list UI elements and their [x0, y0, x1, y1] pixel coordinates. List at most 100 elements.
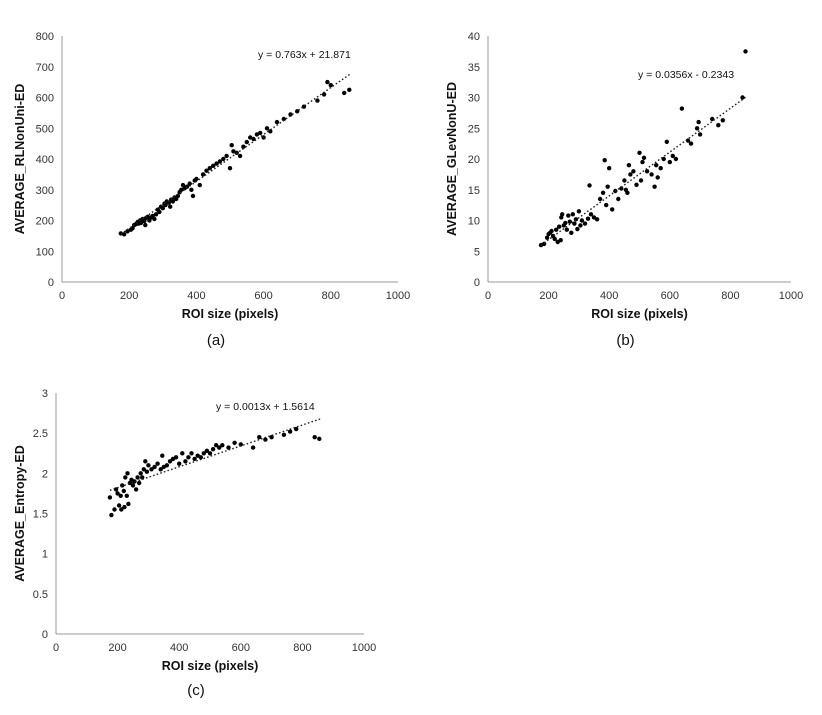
data-point — [667, 159, 672, 165]
data-point — [122, 504, 127, 510]
y-tick-label: 10 — [468, 216, 480, 228]
data-point — [157, 209, 162, 215]
data-point — [194, 176, 199, 182]
data-point — [287, 429, 293, 434]
data-point — [115, 491, 120, 496]
data-point — [664, 139, 669, 144]
data-point — [180, 451, 185, 456]
y-tick-label: 35 — [468, 62, 480, 74]
data-point — [201, 451, 206, 456]
data-point — [227, 166, 233, 171]
data-point — [269, 435, 274, 440]
data-point — [587, 183, 592, 188]
data-point — [696, 119, 701, 125]
data-point — [119, 507, 124, 512]
data-point — [226, 445, 231, 450]
data-point — [189, 187, 194, 192]
data-point — [263, 437, 268, 442]
data-point — [597, 196, 603, 202]
data-point — [190, 193, 196, 199]
y-tick-label: 20 — [468, 154, 480, 166]
x-tick-label: 400 — [170, 642, 188, 654]
data-point — [716, 123, 721, 128]
data-point — [607, 166, 612, 171]
data-point — [214, 443, 219, 448]
data-point — [268, 129, 273, 134]
y-tick-label: 0 — [48, 277, 54, 289]
data-point — [207, 166, 212, 171]
trendline — [120, 72, 352, 235]
data-point — [155, 461, 160, 466]
data-point — [130, 483, 136, 488]
data-point — [575, 226, 580, 232]
data-point — [187, 181, 192, 186]
data-point — [640, 159, 645, 165]
data-point — [200, 172, 206, 177]
data-point — [670, 153, 675, 159]
data-point — [207, 451, 213, 456]
data-point — [124, 493, 129, 498]
data-point — [552, 236, 557, 242]
data-point — [254, 132, 260, 137]
data-point — [164, 463, 170, 468]
data-point — [740, 95, 745, 100]
y-tick-label: 0 — [474, 277, 480, 289]
data-point — [123, 475, 128, 480]
data-point — [631, 169, 636, 174]
data-point — [146, 463, 151, 468]
data-point — [637, 150, 642, 155]
data-point — [688, 141, 694, 146]
data-point — [582, 221, 588, 226]
data-point — [121, 488, 127, 494]
x-tick-label: 1000 — [386, 290, 410, 302]
data-point — [141, 467, 146, 472]
y-tick-label: 200 — [36, 216, 54, 228]
data-point — [258, 130, 263, 136]
data-point — [563, 220, 568, 226]
data-point — [167, 459, 173, 464]
data-point — [743, 49, 748, 54]
data-point — [602, 158, 607, 163]
data-point — [192, 456, 197, 462]
data-point — [625, 190, 630, 195]
data-point — [638, 178, 644, 183]
data-point — [328, 83, 333, 88]
y-tick-label: 0.5 — [33, 589, 48, 601]
panel-caption: (c) — [187, 682, 205, 699]
y-tick-label: 100 — [36, 246, 54, 258]
x-tick-label: 1000 — [352, 642, 376, 654]
data-point — [221, 156, 226, 162]
data-point — [641, 155, 647, 160]
data-point — [210, 447, 216, 452]
data-point — [652, 184, 657, 189]
y-tick-label: 1.5 — [33, 509, 48, 521]
y-tick-label: 2 — [42, 468, 48, 480]
data-point — [143, 222, 148, 228]
data-point — [144, 469, 150, 474]
data-point — [720, 118, 725, 123]
data-point — [217, 445, 222, 450]
chart-panel-3: 0 0.5 1 1.5 2 2.5 3 0 200 400 600 800 1000 ROI size (… — [13, 388, 376, 699]
data-point — [619, 186, 624, 191]
trendline-equation: y = 0.0356x - 0.2343 — [638, 69, 734, 81]
data-point — [118, 493, 123, 498]
data-point — [610, 207, 615, 212]
y-tick-label: 5 — [474, 246, 480, 258]
data-point — [153, 212, 159, 217]
data-point — [152, 216, 157, 222]
data-point — [122, 232, 127, 237]
data-point — [135, 475, 140, 480]
y-tick-label: 0 — [42, 629, 48, 641]
data-point — [231, 149, 236, 154]
data-point — [237, 153, 243, 159]
data-point — [116, 503, 122, 508]
data-point — [274, 119, 280, 125]
data-point — [198, 455, 203, 460]
data-point — [250, 445, 256, 450]
data-point — [622, 178, 627, 183]
data-point — [697, 132, 703, 137]
y-tick-label: 600 — [36, 93, 54, 105]
y-tick-label: 40 — [468, 31, 480, 43]
data-point — [107, 495, 113, 500]
data-point — [186, 455, 191, 460]
